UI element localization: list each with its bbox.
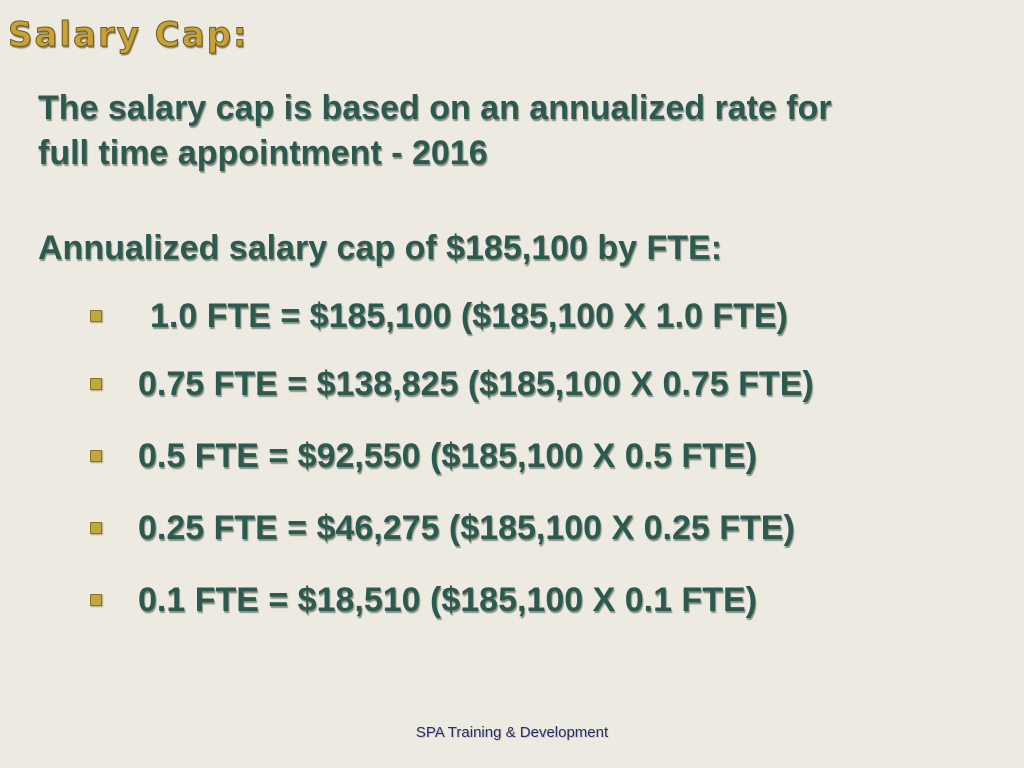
list-item: 1.0 FTE = $185,100 ($185,100 X 1.0 FTE) (90, 294, 788, 338)
fte-item-text: 1.0 FTE = $185,100 ($185,100 X 1.0 FTE) (150, 297, 788, 335)
intro-paragraph: The salary cap is based on an annualized… (38, 86, 998, 175)
cap-heading: Annualized salary cap of $185,100 by FTE… (38, 229, 723, 267)
list-item: 0.75 FTE = $138,825 ($185,100 X 0.75 FTE… (90, 362, 814, 406)
square-bullet-icon (90, 378, 102, 390)
slide-title: Salary Cap: (8, 15, 249, 55)
fte-item-text: 0.25 FTE = $46,275 ($185,100 X 0.25 FTE) (138, 509, 795, 547)
square-bullet-icon (90, 450, 102, 462)
list-item: 0.1 FTE = $18,510 ($185,100 X 0.1 FTE) (90, 578, 757, 622)
fte-item-text: 0.1 FTE = $18,510 ($185,100 X 0.1 FTE) (138, 581, 757, 619)
fte-item-text: 0.5 FTE = $92,550 ($185,100 X 0.5 FTE) (138, 437, 757, 475)
square-bullet-icon (90, 310, 102, 322)
fte-item-text: 0.75 FTE = $138,825 ($185,100 X 0.75 FTE… (138, 365, 814, 403)
intro-line: full time appointment - 2016 (38, 133, 488, 172)
intro-line: The salary cap is based on an annualized… (38, 89, 832, 127)
square-bullet-icon (90, 594, 102, 606)
list-item: 0.5 FTE = $92,550 ($185,100 X 0.5 FTE) (90, 434, 757, 478)
footer-text: SPA Training & Development (415, 724, 609, 741)
square-bullet-icon (90, 522, 102, 534)
list-item: 0.25 FTE = $46,275 ($185,100 X 0.25 FTE) (90, 506, 795, 550)
